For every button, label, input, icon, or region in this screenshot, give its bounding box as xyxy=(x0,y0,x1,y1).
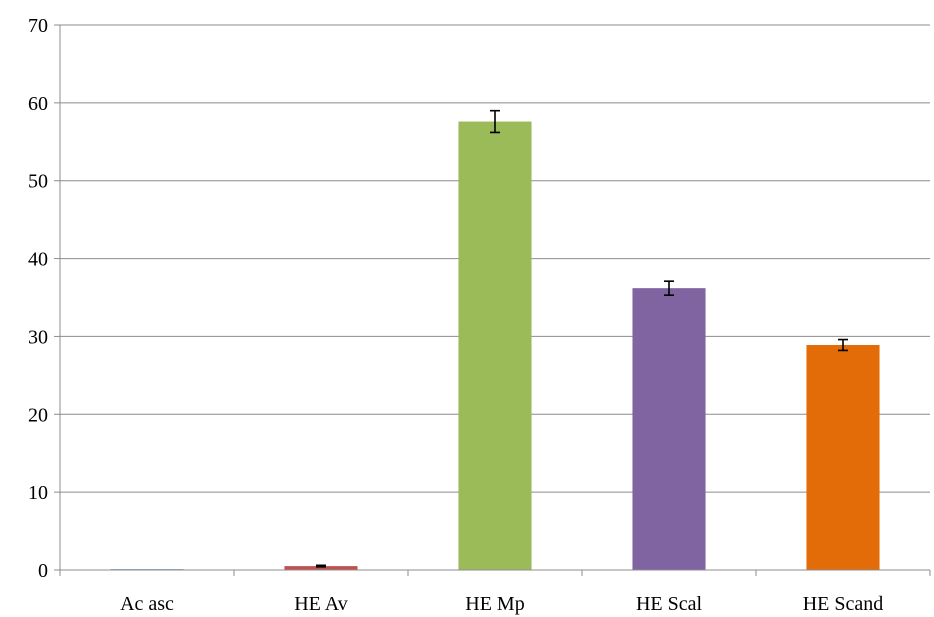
y-tick-label: 20 xyxy=(28,404,48,426)
y-tick-label: 60 xyxy=(28,93,48,115)
bar xyxy=(806,344,880,570)
y-tick-label: 30 xyxy=(28,326,48,348)
x-axis-tick-labels: Ac asc HE Av HE Mp HE Scal HE Scand xyxy=(120,593,883,615)
x-tick-label: HE Mp xyxy=(465,593,524,615)
bars xyxy=(110,121,880,571)
x-tick-label: HE Scand xyxy=(803,593,884,615)
error-bar xyxy=(490,109,500,134)
y-tick-label: 0 xyxy=(38,560,48,582)
y-tick-label: 50 xyxy=(28,171,48,193)
x-tick-label: HE Scal xyxy=(636,593,703,615)
bar xyxy=(284,566,358,570)
error-bar xyxy=(838,338,848,352)
error-bar xyxy=(316,564,326,568)
x-tick-label: HE Av xyxy=(294,593,348,615)
y-tick-label: 10 xyxy=(28,482,48,504)
bar xyxy=(632,288,706,570)
error-bars xyxy=(316,109,848,568)
y-axis-tick-labels: 0 10 20 30 40 50 60 70 xyxy=(28,15,60,582)
error-bar xyxy=(664,280,674,296)
y-tick-label: 70 xyxy=(28,15,48,37)
y-tick-label: 40 xyxy=(28,249,48,271)
x-tick-label: Ac asc xyxy=(120,593,174,615)
axes xyxy=(59,25,931,576)
bar xyxy=(458,121,532,571)
